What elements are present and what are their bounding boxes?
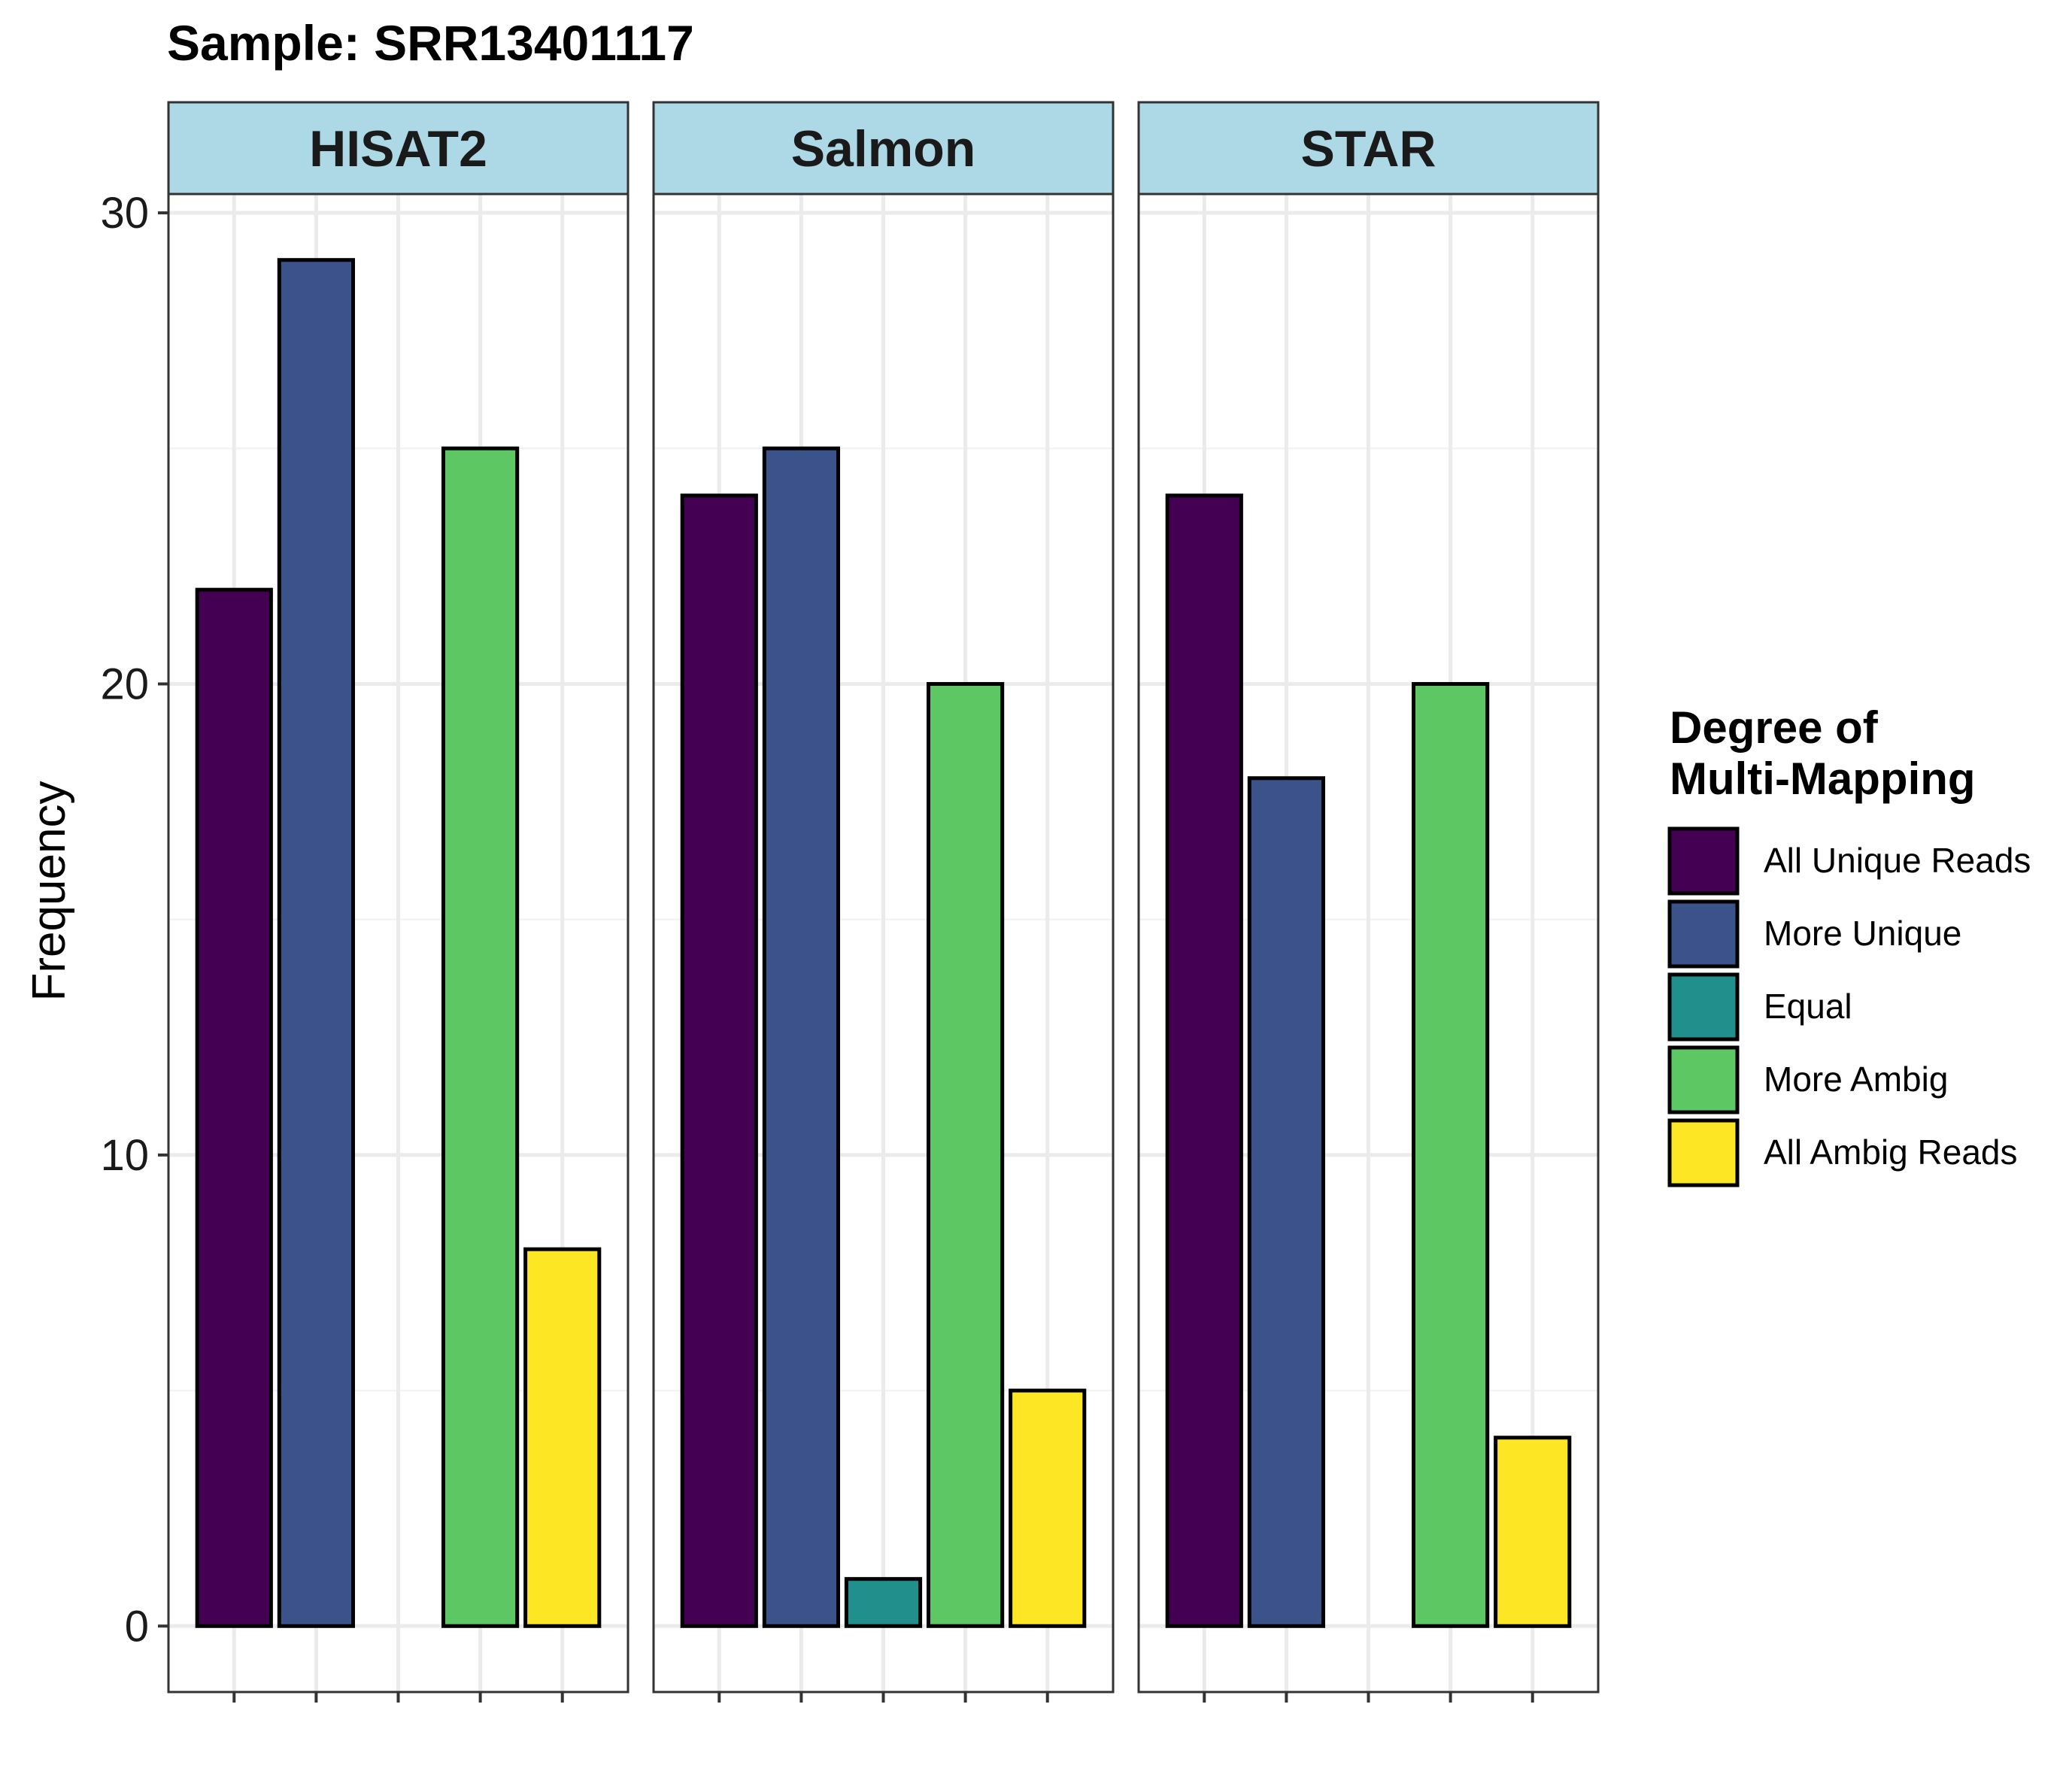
legend-key-more-ambig (1667, 1045, 1740, 1114)
facet-salmon: Salmon (652, 101, 1115, 1703)
facet-strip (652, 101, 1115, 196)
chart-title: Sample: SRR13401117 (167, 15, 694, 71)
legend-label: All Ambig Reads (1764, 1133, 2018, 1172)
bar-star-more-ambig (1412, 681, 1490, 1628)
facet-label: Salmon (791, 120, 976, 177)
legend-label: All Unique Reads (1764, 841, 2031, 880)
facet-star: STAR (1137, 101, 1600, 1703)
legend-label: Equal (1764, 987, 1852, 1026)
bar-star-more-unique (1247, 776, 1325, 1628)
y-tick-label: 20 (100, 660, 149, 708)
y-axis-label: Frequency (23, 781, 75, 1002)
facet-label: STAR (1300, 120, 1436, 177)
facets: HISAT2 Salmon STAR (167, 101, 1600, 1703)
legend-title: Multi-Mapping (1670, 754, 1976, 804)
bar-star-all-unique-reads (1165, 493, 1243, 1628)
bar-hisat2-all-unique-reads (195, 587, 273, 1628)
facet-label: HISAT2 (309, 120, 487, 177)
legend-key-all-unique-reads (1667, 826, 1740, 896)
legend-key-equal (1667, 972, 1740, 1042)
bar-salmon-all-ambig-reads (1009, 1388, 1087, 1628)
legend-label: More Ambig (1764, 1060, 1948, 1099)
y-tick-label: 30 (100, 189, 149, 238)
legend-key-more-unique (1667, 899, 1740, 969)
legend-label: More Unique (1764, 914, 1961, 953)
y-axis: 0 10 20 30 (100, 189, 168, 1651)
legend-title: Degree of (1670, 702, 1879, 753)
facet-strip (1137, 101, 1600, 196)
bar-hisat2-more-ambig (441, 446, 520, 1628)
bar-hisat2-more-unique (277, 258, 355, 1628)
legend-key-all-ambig-reads (1667, 1118, 1740, 1187)
facet-strip (167, 101, 629, 196)
y-tick-label: 0 (125, 1602, 149, 1651)
bar-hisat2-all-ambig-reads (523, 1247, 602, 1628)
bar-salmon-more-ambig (927, 681, 1005, 1628)
bar-star-all-ambig-reads (1494, 1436, 1572, 1628)
facet-hisat2: HISAT2 (167, 101, 629, 1703)
bar-salmon-equal (844, 1577, 923, 1628)
bar-salmon-more-unique (762, 446, 840, 1628)
bar-salmon-all-unique-reads (680, 493, 758, 1628)
y-tick-label: 10 (100, 1131, 149, 1180)
